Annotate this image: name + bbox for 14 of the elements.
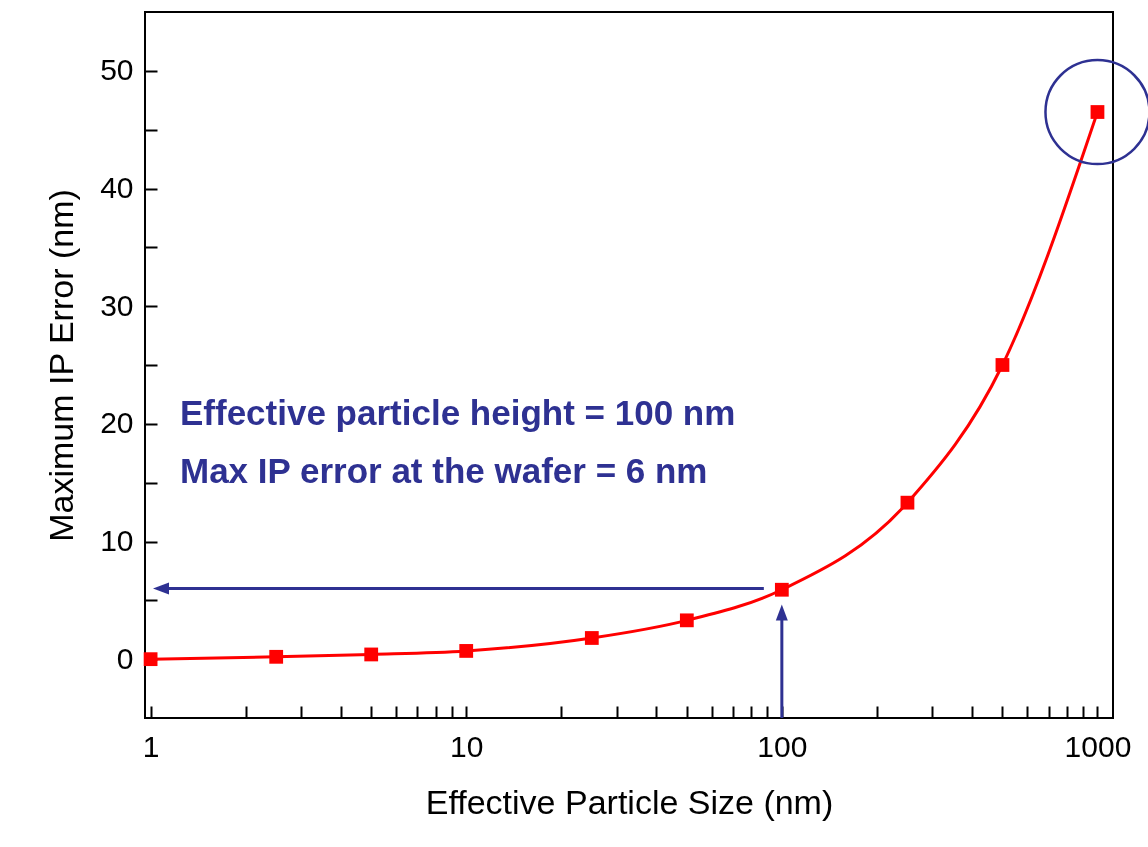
annotation: Max IP error at the wafer = 6 nm: [180, 451, 708, 490]
x-tick-label: 100: [757, 729, 808, 763]
y-tick-label: 40: [100, 171, 134, 204]
y-axis-title: Maximum IP Error (nm): [42, 189, 81, 542]
y-tick-label: 20: [100, 406, 134, 440]
y-tick-label: 30: [100, 288, 134, 322]
y-tick-label: 10: [100, 524, 134, 557]
annotation: Effective particle height = 100 nm: [180, 393, 736, 432]
y-tick-label: 50: [100, 53, 134, 87]
x-tick-label: 1: [142, 729, 160, 763]
x-tick-label: 1000: [1064, 729, 1132, 763]
y-tick-label: 0: [116, 641, 134, 675]
x-axis-title: Effective Particle Size (nm): [425, 782, 834, 821]
x-tick-label: 10: [450, 729, 484, 763]
